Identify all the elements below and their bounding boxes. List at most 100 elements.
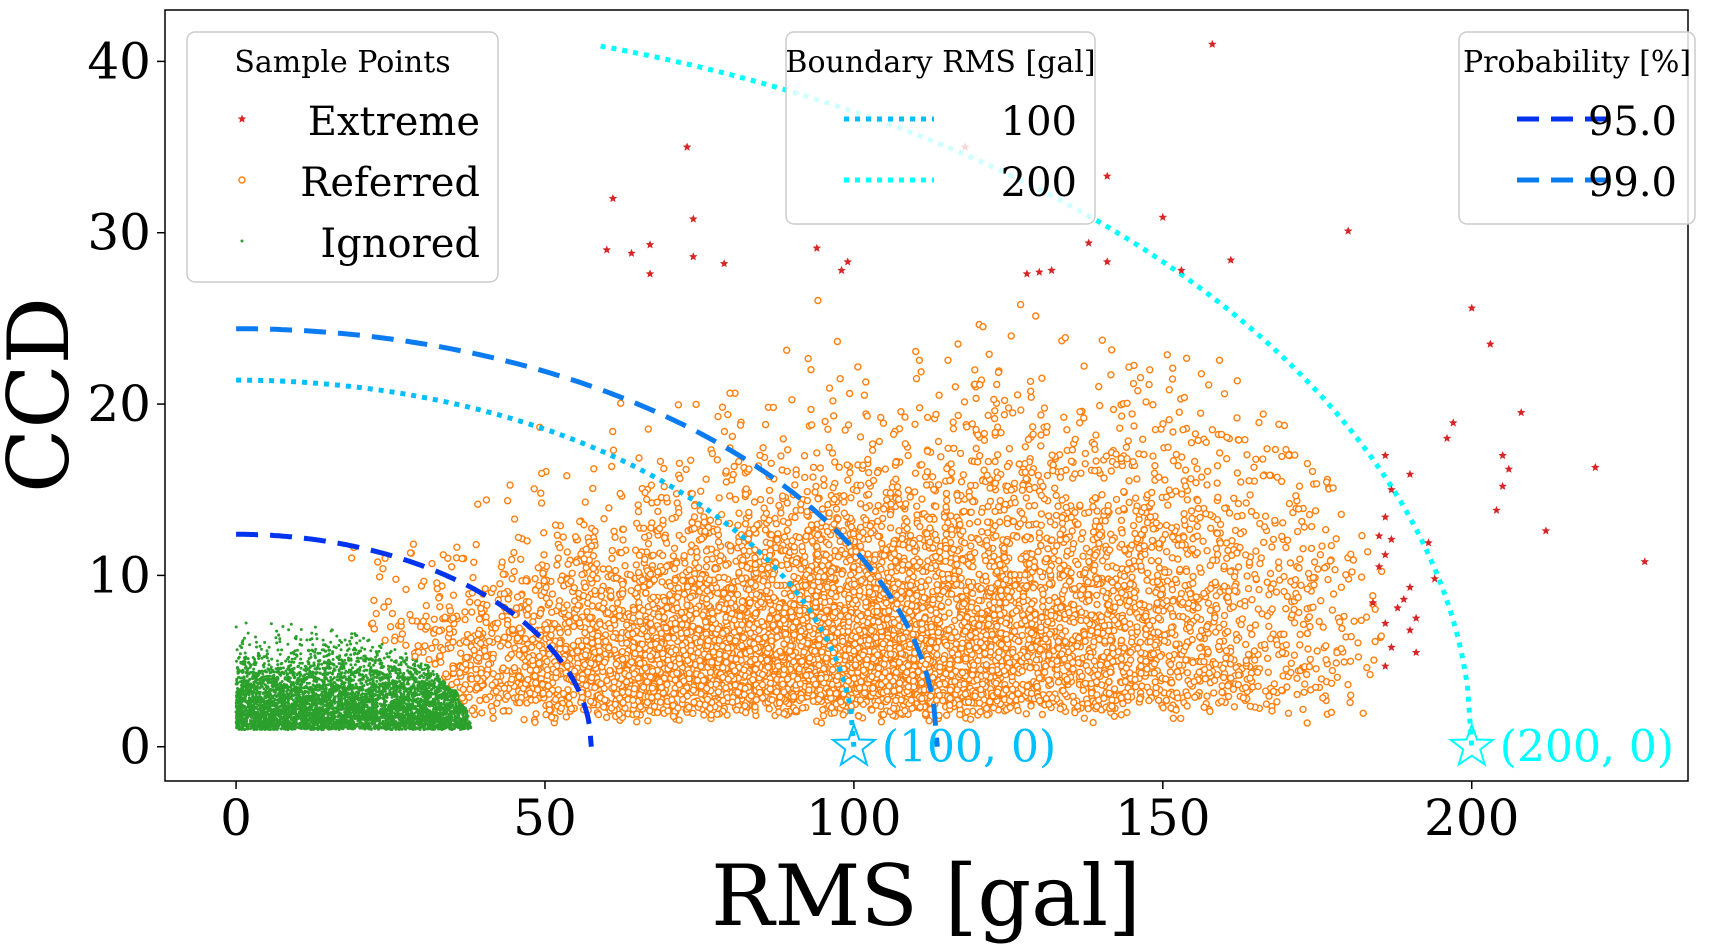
ignored-point — [388, 672, 392, 676]
ignored-point — [261, 672, 265, 676]
ignored-point — [351, 727, 355, 731]
ignored-point — [381, 707, 385, 711]
ignored-point — [359, 656, 363, 660]
ignored-point — [440, 693, 444, 696]
ignored-point — [335, 634, 339, 638]
ignored-point — [243, 636, 246, 640]
ignored-point — [252, 713, 256, 716]
ignored-point — [303, 726, 307, 730]
ignored-point — [307, 675, 311, 679]
ignored-point — [362, 669, 366, 673]
ignored-point — [384, 719, 388, 723]
ignored-point — [331, 683, 335, 687]
ignored-point — [405, 682, 409, 686]
ignored-point — [247, 696, 251, 700]
ignored-point — [436, 699, 440, 703]
ignored-point — [385, 727, 389, 731]
ignored-point — [429, 703, 433, 707]
ignored-point — [264, 702, 268, 706]
ignored-point — [308, 699, 311, 702]
ignored-point — [368, 693, 372, 697]
ignored-point — [293, 649, 297, 653]
ignored-point — [285, 686, 289, 690]
ignored-point — [240, 709, 244, 713]
ignored-point — [450, 723, 454, 727]
ignored-point — [331, 658, 335, 661]
ignored-point — [400, 656, 404, 660]
ignored-point — [301, 700, 305, 704]
ignored-point — [320, 662, 324, 666]
ignored-point — [405, 712, 409, 716]
ignored-point — [267, 689, 271, 693]
ignored-point — [442, 716, 446, 720]
ignored-point — [325, 718, 329, 722]
ignored-point — [380, 666, 384, 669]
ignored-point — [262, 662, 266, 666]
ignored-point — [363, 700, 367, 704]
ignored-point — [264, 712, 268, 716]
ignored-point — [336, 672, 340, 676]
ignored-point — [373, 687, 377, 691]
ignored-point — [336, 703, 340, 707]
ignored-point — [273, 723, 277, 726]
ignored-point — [341, 676, 345, 680]
ignored-point — [434, 695, 438, 698]
ignored-point — [402, 723, 406, 727]
ignored-point — [281, 687, 285, 691]
ignored-point — [344, 700, 348, 704]
ignored-point — [240, 714, 244, 718]
ignored-point — [358, 639, 362, 643]
ignored-point — [358, 705, 362, 709]
ignored-point — [362, 664, 366, 668]
ignored-point — [406, 665, 410, 669]
ignored-point — [411, 683, 415, 687]
ignored-point — [349, 711, 353, 715]
ignored-point — [315, 666, 319, 669]
ignored-point — [372, 663, 375, 667]
ignored-point — [290, 725, 294, 729]
ignored-point — [440, 706, 444, 710]
ignored-point — [323, 670, 327, 673]
ignored-point — [287, 664, 291, 668]
ignored-point — [266, 717, 270, 721]
ignored-point — [316, 709, 320, 713]
ignored-point — [380, 716, 384, 719]
ignored-point — [279, 700, 283, 704]
ignored-point — [439, 722, 443, 726]
ignored-point — [278, 687, 282, 690]
ignored-point — [395, 676, 399, 680]
ignored-point — [373, 659, 377, 663]
ignored-point — [395, 684, 399, 688]
ignored-point — [383, 711, 387, 715]
ignored-point — [374, 697, 378, 701]
ignored-point — [341, 660, 345, 664]
ignored-point — [381, 672, 385, 676]
ignored-point — [392, 701, 396, 705]
ignored-point — [289, 715, 292, 719]
ignored-point — [270, 680, 274, 683]
ignored-point — [266, 652, 269, 656]
ignored-point — [278, 715, 282, 719]
ignored-point — [352, 652, 356, 656]
ignored-point — [446, 694, 450, 698]
ignored-point — [245, 725, 249, 729]
ignored-point — [377, 673, 381, 677]
ignored-point — [285, 683, 289, 687]
ignored-point — [254, 723, 258, 726]
ignored-point — [427, 680, 431, 684]
ignored-point — [294, 681, 298, 685]
ignored-point — [279, 666, 283, 670]
ignored-point — [365, 668, 369, 672]
ignored-point — [430, 679, 434, 683]
ignored-point — [334, 646, 338, 650]
ignored-point — [408, 727, 412, 731]
ignored-point — [287, 693, 290, 697]
ignored-point — [379, 712, 383, 716]
ignored-point — [241, 639, 245, 643]
ignored-point — [278, 673, 282, 676]
ignored-point — [431, 712, 435, 716]
ignored-point — [281, 693, 285, 697]
ignored-point — [249, 704, 253, 708]
ignored-point — [265, 649, 269, 653]
ignored-point — [299, 652, 303, 656]
